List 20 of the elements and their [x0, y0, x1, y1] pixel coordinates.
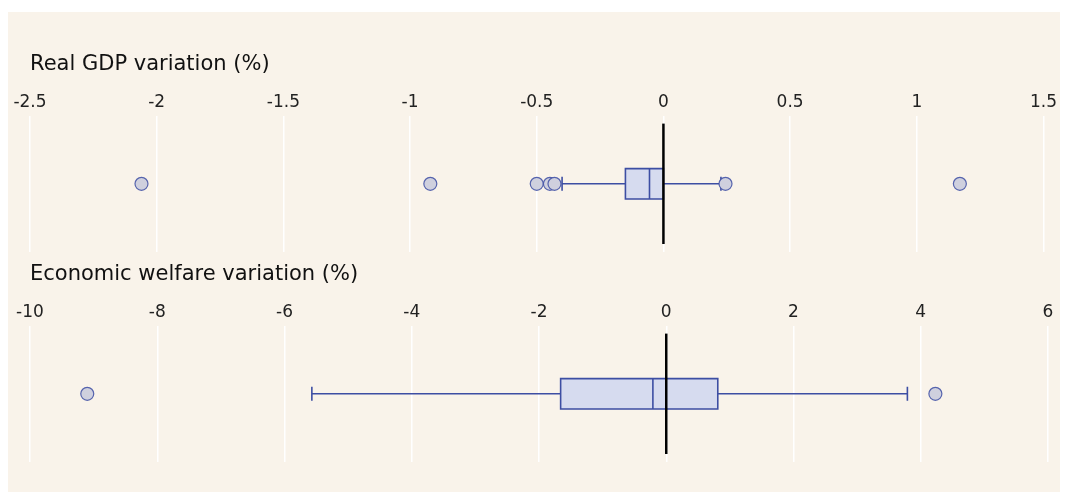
x-tick-label: -1.5	[266, 90, 300, 111]
x-tick-label: -0.5	[520, 90, 554, 111]
chart-title: Real GDP variation (%)	[30, 51, 270, 76]
x-tick-label: -8	[148, 300, 166, 321]
x-tick-label: -10	[16, 300, 44, 321]
x-tick-label: -1	[401, 90, 419, 111]
x-tick-label: 2	[788, 300, 799, 321]
x-tick-label: 1.5	[1029, 90, 1058, 111]
x-tick-label: 4	[915, 300, 927, 321]
x-tick-label: -2	[530, 300, 548, 321]
x-tick-label: 0.5	[776, 90, 804, 111]
chart-title: Economic welfare variation (%)	[30, 261, 359, 286]
x-tick-label: 0	[658, 90, 669, 111]
x-tick-label: -2.5	[13, 90, 47, 111]
x-tick-label: -4	[403, 300, 421, 321]
x-tick-label: 1	[911, 90, 923, 111]
x-tick-label: 0	[660, 300, 672, 321]
x-tick-label: -6	[276, 300, 293, 321]
x-tick-label: 6	[1042, 300, 1054, 321]
x-tick-label: -2	[148, 90, 166, 111]
